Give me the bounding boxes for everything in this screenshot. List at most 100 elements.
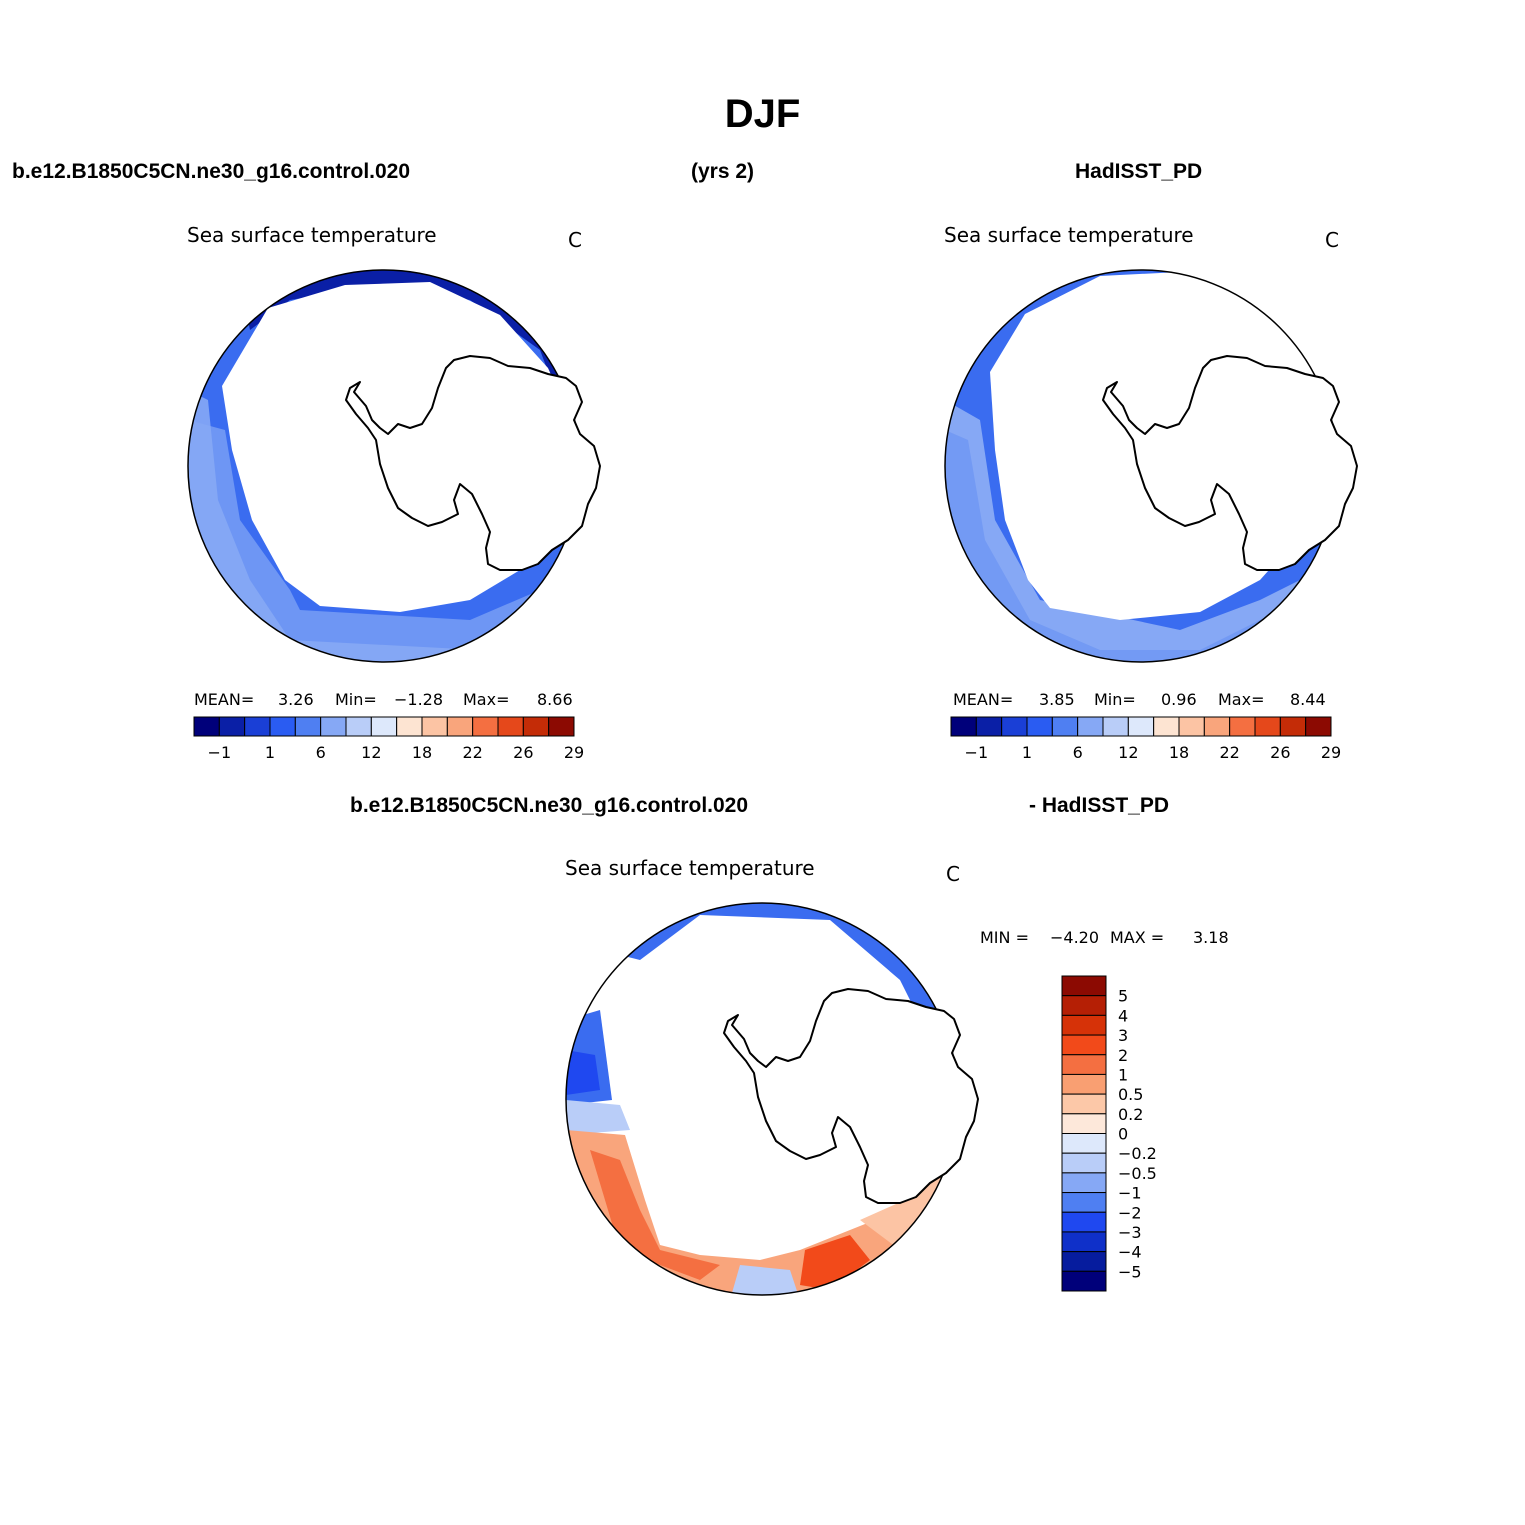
difference-colorbar-swatch [1061, 1172, 1107, 1194]
difference-colorbar-tick-label: −1 [1118, 1184, 1142, 1203]
model-colorbar-swatch [345, 716, 372, 737]
obs-max-label: Max= [1218, 690, 1265, 709]
model-colorbar-swatch [472, 716, 499, 737]
obs-colorbar-swatch [1001, 716, 1028, 737]
obs-colorbar-tick-label: 6 [1073, 743, 1083, 762]
model-colorbar-swatch [244, 716, 271, 737]
model-colorbar-tick-label: 6 [316, 743, 326, 762]
obs-colorbar-swatch [1229, 716, 1256, 737]
model-colorbar-tick-label: 18 [412, 743, 432, 762]
model-colorbar-swatch [370, 716, 398, 737]
difference-map [565, 902, 979, 1296]
obs-colorbar-swatch [1077, 716, 1104, 737]
diff-case-header: b.e12.B1850C5CN.ne30_g16.control.020 [350, 794, 749, 817]
obs-colorbar-tick-label: 1 [1022, 743, 1032, 762]
obs-min-value: 0.96 [1161, 690, 1197, 709]
difference-colorbar-swatch [1061, 995, 1107, 1016]
model-max-label: Max= [463, 690, 510, 709]
obs-colorbar-swatch [1178, 716, 1205, 737]
obs-colorbar-swatch [1203, 716, 1231, 737]
model-colorbar-swatch [218, 716, 246, 737]
difference-colorbar-swatch [1061, 1014, 1107, 1036]
obs-colorbar-tick-label: 29 [1321, 743, 1341, 762]
obs-map [944, 269, 1358, 663]
model-units: C [568, 228, 582, 252]
difference-colorbar-swatch [1061, 1251, 1107, 1272]
model-colorbar-tick-label: 22 [462, 743, 482, 762]
diff-units: C [946, 862, 960, 886]
difference-colorbar-tick-label: −4 [1118, 1243, 1142, 1262]
model-colorbar-swatch [548, 716, 575, 737]
diff-min-value: −4.20 [1050, 928, 1100, 947]
model-colorbar: −1 1 6 12 18 22 26 29 [193, 716, 584, 762]
model-min-value: −1.28 [394, 690, 444, 709]
model-mean-label: MEAN= [194, 690, 255, 709]
difference-colorbar-tick-label: 4 [1118, 1006, 1128, 1025]
obs-colorbar-swatch [1127, 716, 1155, 737]
model-colorbar-swatch [396, 716, 423, 737]
model-colorbar-tick-label: 29 [564, 743, 584, 762]
difference-colorbar-tick-label: 3 [1118, 1026, 1128, 1045]
obs-max-value: 8.44 [1290, 690, 1326, 709]
difference-colorbar-swatch [1061, 1211, 1107, 1233]
model-mean-value: 3.26 [278, 690, 314, 709]
obs-units: C [1325, 228, 1339, 252]
difference-colorbar-swatch [1061, 1054, 1107, 1075]
obs-colorbar-swatch [1279, 716, 1307, 737]
model-max-value: 8.66 [537, 690, 573, 709]
difference-colorbar-tick-label: 0.5 [1118, 1085, 1143, 1104]
difference-colorbar-tick-label: −0.5 [1118, 1164, 1157, 1183]
obs-colorbar-tick-label: 18 [1169, 743, 1189, 762]
model-min-label: Min= [335, 690, 377, 709]
obs-colorbar-swatch [1051, 716, 1079, 737]
difference-colorbar-tick-label: −3 [1118, 1223, 1142, 1242]
model-colorbar-swatch [193, 716, 220, 737]
difference-colorbar-swatch [1061, 1270, 1107, 1292]
difference-colorbar-tick-label: 2 [1118, 1046, 1128, 1065]
difference-colorbar-swatch [1061, 1231, 1107, 1253]
obs-colorbar-swatch [1153, 716, 1180, 737]
difference-colorbar-swatch [1061, 1034, 1107, 1056]
difference-colorbar-tick-label: −5 [1118, 1262, 1142, 1281]
obs-colorbar-tick-label: 26 [1270, 743, 1290, 762]
difference-colorbar-swatch [1061, 1152, 1107, 1174]
obs-colorbar: −1 1 6 12 18 22 26 29 [950, 716, 1341, 762]
case-name-header: b.e12.B1850C5CN.ne30_g16.control.020 [12, 160, 411, 183]
obs-colorbar-swatch [975, 716, 1003, 737]
difference-colorbar-swatch [1061, 1113, 1107, 1134]
model-colorbar-tick-label: 26 [513, 743, 533, 762]
model-colorbar-swatch [497, 716, 524, 737]
obs-colorbar-swatch [1102, 716, 1129, 737]
difference-colorbar-tick-label: −2 [1118, 1203, 1142, 1222]
difference-colorbar-swatch [1061, 1133, 1107, 1154]
difference-colorbar-swatch [1061, 1093, 1107, 1115]
diff-max-label: MAX = [1110, 928, 1165, 947]
difference-colorbar-swatch [1061, 1192, 1107, 1213]
difference-colorbar-tick-label: 5 [1118, 987, 1128, 1006]
obs-colorbar-tick-label: 22 [1219, 743, 1239, 762]
difference-colorbar-swatch [1061, 1073, 1107, 1095]
obs-colorbar-swatch [1305, 716, 1332, 737]
model-colorbar-swatch [269, 716, 296, 737]
model-colorbar-swatch [421, 716, 448, 737]
diff-obs-header: - HadISST_PD [1029, 794, 1170, 817]
model-colorbar-tick-label: −1 [208, 743, 232, 762]
model-map [187, 269, 601, 663]
difference-colorbar-tick-label: 0.2 [1118, 1105, 1143, 1124]
model-colorbar-swatch [446, 716, 474, 737]
obs-mean-value: 3.85 [1039, 690, 1075, 709]
obs-name-header: HadISST_PD [1075, 160, 1203, 183]
obs-colorbar-tick-label: −1 [965, 743, 989, 762]
diff-min-label: MIN = [980, 928, 1029, 947]
model-colorbar-swatch [294, 716, 322, 737]
model-colorbar-tick-label: 12 [361, 743, 381, 762]
obs-min-label: Min= [1094, 690, 1136, 709]
obs-mean-label: MEAN= [953, 690, 1014, 709]
model-colorbar-tick-label: 1 [265, 743, 275, 762]
model-field-title: Sea surface temperature [187, 223, 437, 247]
model-colorbar-swatch [522, 716, 550, 737]
years-header: (yrs 2) [691, 160, 755, 183]
model-colorbar-swatch [320, 716, 347, 737]
